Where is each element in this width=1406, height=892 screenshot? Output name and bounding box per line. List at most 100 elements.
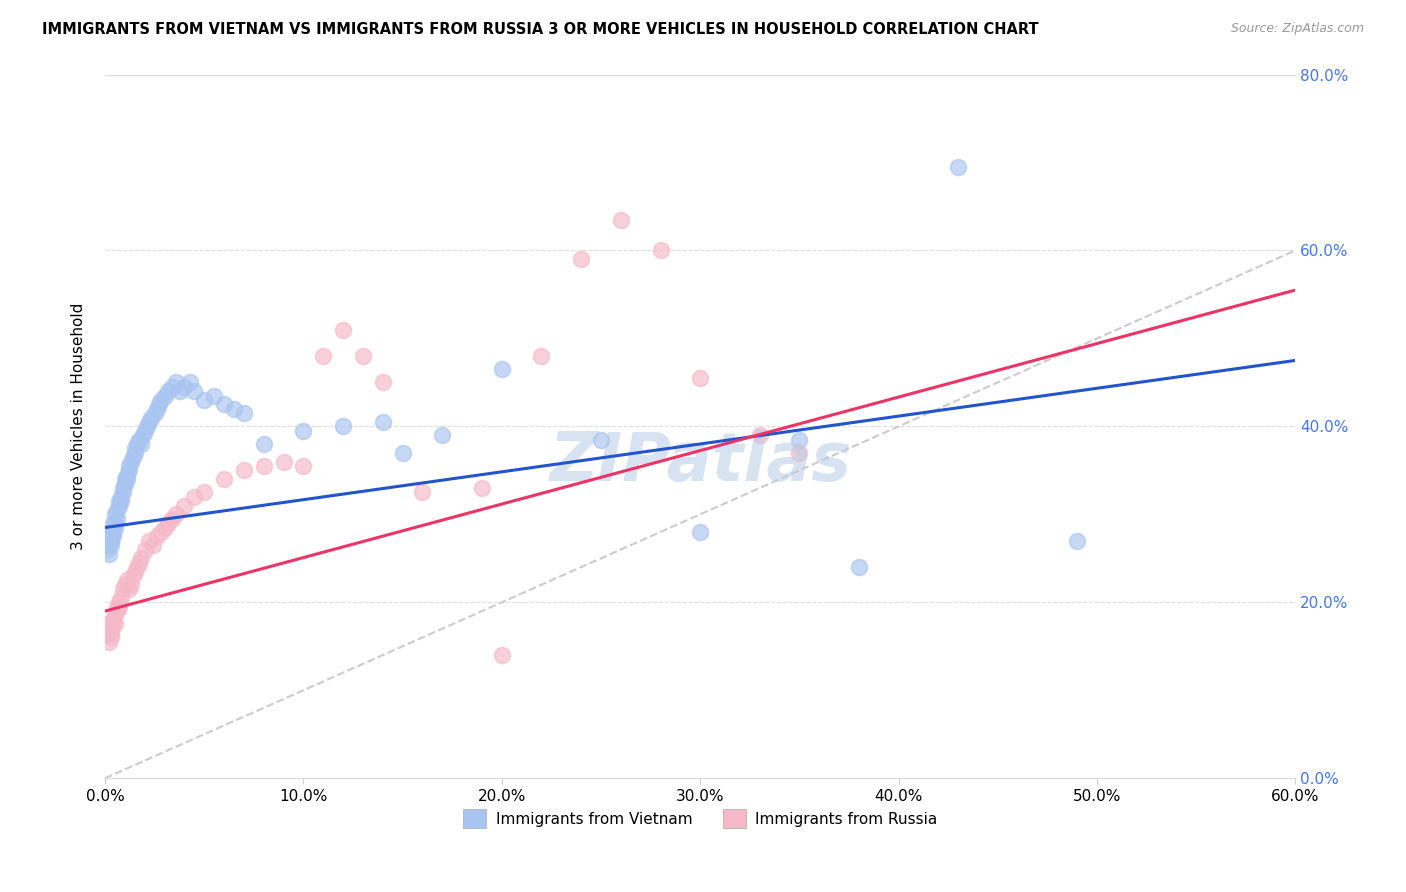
Point — [124, 565, 146, 579]
Point — [115, 467, 138, 482]
Point — [124, 442, 146, 456]
Point — [108, 499, 131, 513]
Point — [118, 458, 141, 473]
Point — [157, 516, 180, 530]
Text: ZIPatlas: ZIPatlas — [550, 428, 851, 494]
Point — [114, 577, 136, 591]
Point — [165, 376, 187, 390]
Point — [411, 485, 433, 500]
Point — [610, 212, 633, 227]
Point — [111, 485, 134, 500]
Point — [101, 529, 124, 543]
Point — [332, 419, 354, 434]
Point — [491, 648, 513, 662]
Point — [332, 323, 354, 337]
Point — [129, 437, 152, 451]
Point — [689, 371, 711, 385]
Point — [134, 424, 156, 438]
Point — [115, 472, 138, 486]
Point — [650, 244, 672, 258]
Point — [96, 626, 118, 640]
Point — [173, 499, 195, 513]
Point — [118, 463, 141, 477]
Point — [104, 608, 127, 623]
Point — [97, 635, 120, 649]
Point — [96, 542, 118, 557]
Point — [253, 458, 276, 473]
Point — [253, 437, 276, 451]
Point — [100, 533, 122, 548]
Point — [96, 533, 118, 548]
Point — [100, 626, 122, 640]
Point — [124, 446, 146, 460]
Point — [101, 617, 124, 632]
Point — [138, 533, 160, 548]
Point — [128, 433, 150, 447]
Point — [101, 524, 124, 539]
Point — [105, 512, 128, 526]
Point — [145, 401, 167, 416]
Point — [183, 490, 205, 504]
Point — [212, 472, 235, 486]
Point — [789, 446, 811, 460]
Point — [108, 595, 131, 609]
Point — [589, 433, 612, 447]
Y-axis label: 3 or more Vehicles in Household: 3 or more Vehicles in Household — [72, 302, 86, 550]
Point — [125, 437, 148, 451]
Point — [212, 397, 235, 411]
Legend: Immigrants from Vietnam, Immigrants from Russia: Immigrants from Vietnam, Immigrants from… — [457, 803, 943, 834]
Point — [104, 508, 127, 522]
Point — [111, 582, 134, 596]
Point — [292, 424, 315, 438]
Point — [173, 380, 195, 394]
Point — [193, 485, 215, 500]
Point — [101, 613, 124, 627]
Point — [432, 428, 454, 442]
Point — [110, 494, 132, 508]
Point — [110, 591, 132, 605]
Point — [131, 428, 153, 442]
Point — [312, 349, 335, 363]
Point — [138, 415, 160, 429]
Point — [121, 450, 143, 465]
Point — [162, 380, 184, 394]
Point — [100, 622, 122, 636]
Point — [149, 392, 172, 407]
Point — [125, 560, 148, 574]
Point — [149, 524, 172, 539]
Point — [114, 476, 136, 491]
Point — [371, 415, 394, 429]
Point — [129, 551, 152, 566]
Point — [273, 454, 295, 468]
Point — [232, 463, 254, 477]
Point — [97, 622, 120, 636]
Point — [120, 454, 142, 468]
Point — [530, 349, 553, 363]
Point — [100, 538, 122, 552]
Point — [145, 529, 167, 543]
Point — [153, 520, 176, 534]
Point — [292, 458, 315, 473]
Point — [1066, 533, 1088, 548]
Point — [569, 252, 592, 267]
Point — [142, 538, 165, 552]
Point — [108, 494, 131, 508]
Point — [139, 410, 162, 425]
Point — [97, 547, 120, 561]
Point — [104, 520, 127, 534]
Point — [165, 508, 187, 522]
Point — [946, 160, 969, 174]
Point — [97, 538, 120, 552]
Point — [169, 384, 191, 399]
Point — [105, 604, 128, 618]
Point — [97, 529, 120, 543]
Point — [232, 406, 254, 420]
Point — [789, 433, 811, 447]
Point — [101, 516, 124, 530]
Point — [105, 599, 128, 614]
Point — [100, 631, 122, 645]
Point — [352, 349, 374, 363]
Point — [391, 446, 413, 460]
Text: Source: ZipAtlas.com: Source: ZipAtlas.com — [1230, 22, 1364, 36]
Point — [115, 574, 138, 588]
